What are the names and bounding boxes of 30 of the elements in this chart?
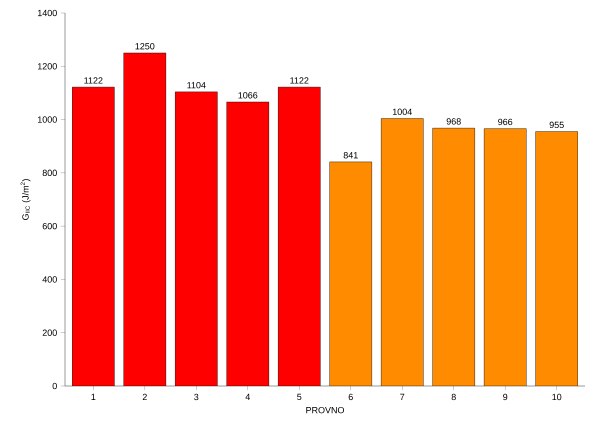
y-tick-label: 1400 (38, 10, 57, 16)
data-label: 1104 (187, 82, 206, 88)
y-tick-label: 800 (42, 170, 57, 176)
x-tick-label: 2 (142, 394, 147, 400)
data-label: 1122 (84, 77, 102, 84)
x-axis-title: PROVNO (306, 406, 344, 414)
x-tick-label: 10 (552, 394, 562, 400)
x-tick-label: 7 (400, 394, 404, 400)
x-tick-label: 6 (348, 394, 353, 400)
y-tick-label: 200 (42, 330, 57, 336)
y-axis-title: G$_{IIC}$ (J/m$^{2}$) (20, 179, 30, 220)
data-label: 1066 (238, 92, 258, 98)
y-tick-label: 400 (42, 276, 57, 283)
x-tick-label: 5 (297, 394, 302, 400)
y-tick-label: 600 (42, 222, 57, 230)
x-tick-label: 1 (92, 394, 96, 400)
data-label: 841 (344, 152, 358, 158)
data-label: 968 (446, 118, 461, 125)
data-label: 966 (498, 118, 512, 126)
x-tick-label: 4 (245, 394, 250, 400)
data-label: 1004 (392, 108, 412, 115)
data-label: 955 (550, 122, 564, 128)
data-label: 1250 (136, 43, 154, 50)
x-tick-label: 8 (452, 394, 456, 400)
x-tick-label: 9 (503, 394, 508, 400)
y-tick-label: 1200 (38, 63, 57, 70)
data-label: 1122 (290, 77, 308, 84)
y-tick-label: 0 (52, 382, 57, 390)
x-tick-label: 3 (194, 394, 198, 400)
y-tick-label: 1000 (38, 116, 57, 123)
